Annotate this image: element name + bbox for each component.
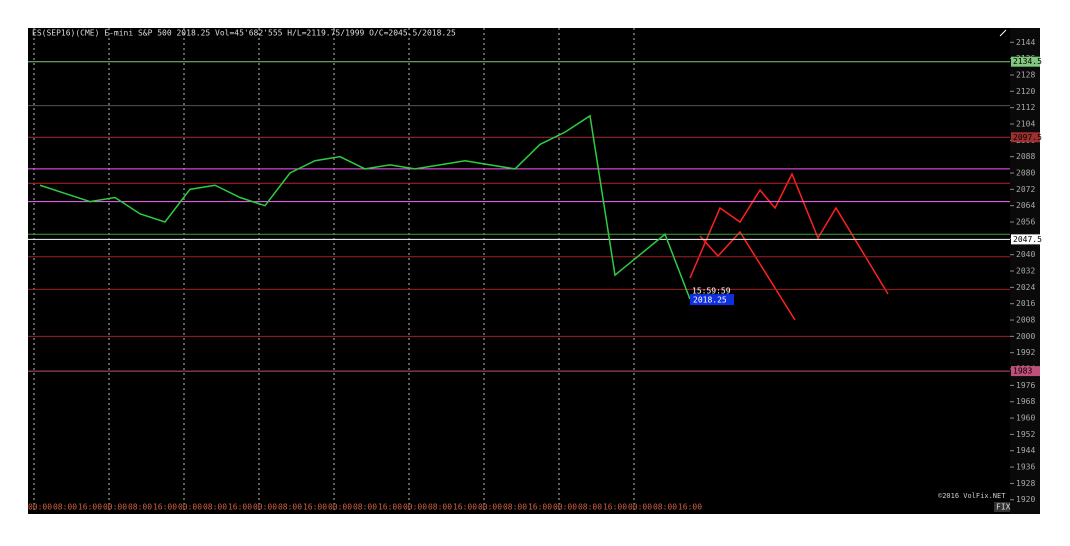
price-line bbox=[39, 114, 691, 300]
last-price: 2018.25 bbox=[693, 296, 727, 305]
x-tick-label: 08:00 bbox=[203, 503, 227, 512]
y-tick-label: 1928 bbox=[1016, 479, 1035, 488]
y-tick-label: 2024 bbox=[1016, 283, 1035, 292]
last-time: 15:59:59 bbox=[692, 287, 731, 296]
y-tick-label: 2104 bbox=[1016, 119, 1035, 128]
y-tick-label: 1920 bbox=[1016, 495, 1035, 504]
level-label: 2134.5 bbox=[1013, 57, 1042, 66]
x-tick-label: 16:00 bbox=[303, 503, 327, 512]
x-tick-label: 16:00 bbox=[228, 503, 252, 512]
y-tick-label: 1960 bbox=[1016, 414, 1035, 423]
y-tick-label: 2088 bbox=[1016, 152, 1035, 161]
x-tick-label: 08:00 bbox=[353, 503, 377, 512]
projection-line bbox=[689, 172, 889, 295]
level-tag bbox=[1011, 132, 1040, 143]
x-tick-label: 08:00 bbox=[578, 503, 602, 512]
x-tick-label: 08:00 bbox=[278, 503, 302, 512]
x-tick-label: 00:00 bbox=[328, 503, 352, 512]
x-tick-label: 08:00 bbox=[653, 503, 677, 512]
y-tick-label: 2120 bbox=[1016, 87, 1035, 96]
y-tick-label: 2040 bbox=[1016, 250, 1035, 259]
y-tick-label: 1936 bbox=[1016, 463, 1035, 472]
x-tick-label: 00:00 bbox=[103, 503, 127, 512]
x-tick-label: 16:00 bbox=[378, 503, 402, 512]
x-tick-label: 16:00 bbox=[153, 503, 177, 512]
x-tick-label: 16:00 bbox=[603, 503, 627, 512]
y-tick-label: 2080 bbox=[1016, 168, 1035, 177]
level-tag bbox=[1011, 366, 1040, 377]
y-tick-label: 2056 bbox=[1016, 218, 1035, 227]
level-tag bbox=[1011, 234, 1040, 245]
y-tick-label: 2000 bbox=[1016, 332, 1035, 341]
y-tick-label: 1952 bbox=[1016, 430, 1035, 439]
chart-title: ES(SEP16)(CME) E-mini S&P 500 2018.25 Vo… bbox=[32, 29, 456, 38]
x-tick-label: 08:00 bbox=[53, 503, 77, 512]
y-tick-label: 1992 bbox=[1016, 348, 1035, 357]
x-tick-label: 00:00 bbox=[478, 503, 502, 512]
y-tick-label: 2032 bbox=[1016, 267, 1035, 276]
level-label: 1983 bbox=[1013, 367, 1032, 376]
y-tick-label: 2144 bbox=[1016, 38, 1035, 47]
y-tick-label: 2008 bbox=[1016, 316, 1035, 325]
x-tick-label: 16:00 bbox=[678, 503, 702, 512]
x-tick-label: 16:00 bbox=[453, 503, 477, 512]
x-tick-label: 00:00 bbox=[628, 503, 652, 512]
y-tick-label: 2128 bbox=[1016, 70, 1035, 79]
copyright: ©2016 VolFix.NET bbox=[938, 492, 1006, 500]
x-tick-label: 16:00 bbox=[78, 503, 102, 512]
y-tick-label: 2064 bbox=[1016, 201, 1035, 210]
x-tick-label: 00:00 bbox=[553, 503, 577, 512]
x-tick-label: 16:00 bbox=[528, 503, 552, 512]
x-tick-label: 00:00 bbox=[178, 503, 202, 512]
fix-button-label[interactable]: FIX bbox=[996, 503, 1011, 512]
x-tick-label: 00:00 bbox=[403, 503, 427, 512]
y-tick-label: 1976 bbox=[1016, 381, 1035, 390]
x-tick-label: 08:00 bbox=[128, 503, 152, 512]
chart-background bbox=[28, 28, 1040, 514]
y-tick-label: 2112 bbox=[1016, 103, 1035, 112]
projection-line bbox=[699, 230, 796, 321]
x-tick-label: 00:00 bbox=[253, 503, 277, 512]
x-tick-label: 08:00 bbox=[428, 503, 452, 512]
y-tick-label: 1968 bbox=[1016, 397, 1035, 406]
price-axis bbox=[1010, 28, 1040, 514]
level-label: 2097.5 bbox=[1013, 133, 1042, 142]
fix-button[interactable] bbox=[994, 502, 1010, 512]
y-tick-label: 1944 bbox=[1016, 446, 1035, 455]
y-tick-label: 2072 bbox=[1016, 185, 1035, 194]
draw-tool-icon[interactable] bbox=[999, 29, 1007, 37]
x-tick-label: 00:00 bbox=[28, 503, 52, 512]
level-tag bbox=[1011, 56, 1040, 67]
last-price-tag bbox=[690, 294, 734, 306]
y-tick-label: 2016 bbox=[1016, 299, 1035, 308]
level-label: 2047.5 bbox=[1013, 235, 1042, 244]
x-tick-label: 08:00 bbox=[503, 503, 527, 512]
